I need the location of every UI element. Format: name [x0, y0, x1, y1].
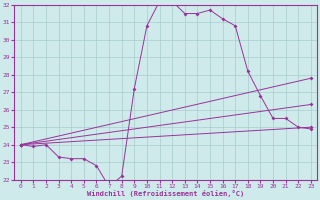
X-axis label: Windchill (Refroidissement éolien,°C): Windchill (Refroidissement éolien,°C) [87, 190, 244, 197]
